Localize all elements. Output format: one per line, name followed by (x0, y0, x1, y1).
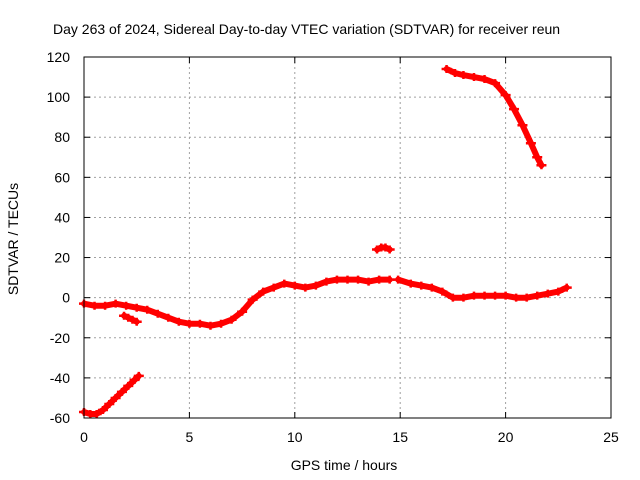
x-tick-label: 0 (80, 429, 88, 445)
data-point (247, 295, 258, 304)
y-axis-label: SDTVAR / TECUs (5, 183, 21, 295)
data-point (226, 315, 237, 324)
data-point (532, 291, 543, 300)
x-tick-label: 5 (186, 429, 194, 445)
data-point (468, 291, 479, 300)
x-tick-label: 15 (392, 429, 408, 445)
series-arc-low-start (79, 371, 144, 418)
data-point (173, 317, 184, 326)
data-point (289, 281, 300, 290)
x-tick-label: 25 (603, 429, 619, 445)
data-point (517, 121, 528, 130)
data-point (300, 283, 311, 292)
data-point (490, 79, 501, 88)
data-point (110, 393, 121, 402)
y-tick-label: 40 (54, 209, 70, 225)
data-point (110, 299, 121, 308)
data-point (525, 139, 536, 148)
data-point (374, 275, 385, 284)
data-point (458, 71, 469, 80)
data-point (536, 161, 547, 170)
data-point (116, 387, 127, 396)
series-arc-small-2 (372, 243, 395, 254)
plot-frame (83, 56, 612, 419)
y-tick-label: 0 (62, 290, 70, 306)
data-point (121, 301, 132, 310)
series-arc-high (441, 65, 547, 170)
series-arc-late (393, 275, 572, 302)
data-point (89, 301, 100, 310)
series-arc-main (79, 275, 395, 330)
data-point (426, 283, 437, 292)
data-point (237, 307, 248, 316)
data-point (437, 287, 448, 296)
data-point (363, 277, 374, 286)
data-point (532, 153, 543, 162)
data-point (353, 275, 364, 284)
y-tick-label: 100 (47, 89, 71, 105)
data-point (458, 293, 469, 302)
data-point (553, 287, 564, 296)
data-series (79, 65, 572, 418)
data-point (416, 281, 427, 290)
x-tick-label: 10 (287, 429, 303, 445)
data-point (542, 289, 553, 298)
data-point (384, 275, 395, 284)
data-point (384, 245, 395, 254)
y-tick-label: -20 (50, 330, 70, 346)
data-point (91, 409, 102, 418)
x-tick-label: 20 (498, 429, 514, 445)
data-point (216, 319, 227, 328)
axis-ticks: 0 5 10 15 20 25 -60 -40 -20 0 20 40 60 80 100 120 (47, 49, 619, 445)
data-point (490, 291, 501, 300)
y-tick-label: 120 (47, 49, 71, 65)
data-point (129, 375, 140, 384)
data-point (342, 275, 353, 284)
data-point (194, 319, 205, 328)
data-point (321, 277, 332, 286)
series-arc-small-1 (119, 311, 142, 326)
data-point (500, 91, 511, 100)
data-point (441, 65, 452, 74)
y-tick-label: 20 (54, 250, 70, 266)
series-band (81, 372, 142, 417)
y-tick-label: -40 (50, 370, 70, 386)
data-point (331, 275, 342, 284)
data-point (163, 313, 174, 322)
y-tick-label: 80 (54, 129, 70, 145)
data-point (184, 319, 195, 328)
data-point (521, 293, 532, 302)
data-point (479, 291, 490, 300)
y-tick-label: 60 (54, 169, 70, 185)
data-point (104, 399, 115, 408)
data-point (405, 279, 416, 288)
data-point (393, 275, 404, 284)
data-point (123, 381, 134, 390)
data-point (131, 303, 142, 312)
data-point (509, 105, 520, 114)
data-point (133, 371, 144, 380)
data-point (258, 287, 269, 296)
data-point (479, 75, 490, 84)
data-point (561, 283, 572, 292)
grid-lines (84, 57, 611, 418)
data-point (468, 73, 479, 82)
data-point (511, 293, 522, 302)
data-point (100, 301, 111, 310)
data-point (205, 321, 216, 330)
data-point (268, 283, 279, 292)
data-point (152, 309, 163, 318)
data-point (279, 279, 290, 288)
data-point (97, 405, 108, 414)
data-point (500, 291, 511, 300)
data-point (447, 293, 458, 302)
y-tick-label: -60 (50, 410, 70, 426)
x-axis-label: GPS time / hours (291, 457, 398, 473)
data-point (131, 317, 142, 326)
data-point (450, 69, 461, 78)
data-point (310, 281, 321, 290)
chart-title: Day 263 of 2024, Sidereal Day-to-day VTE… (53, 21, 560, 37)
data-point (142, 305, 153, 314)
